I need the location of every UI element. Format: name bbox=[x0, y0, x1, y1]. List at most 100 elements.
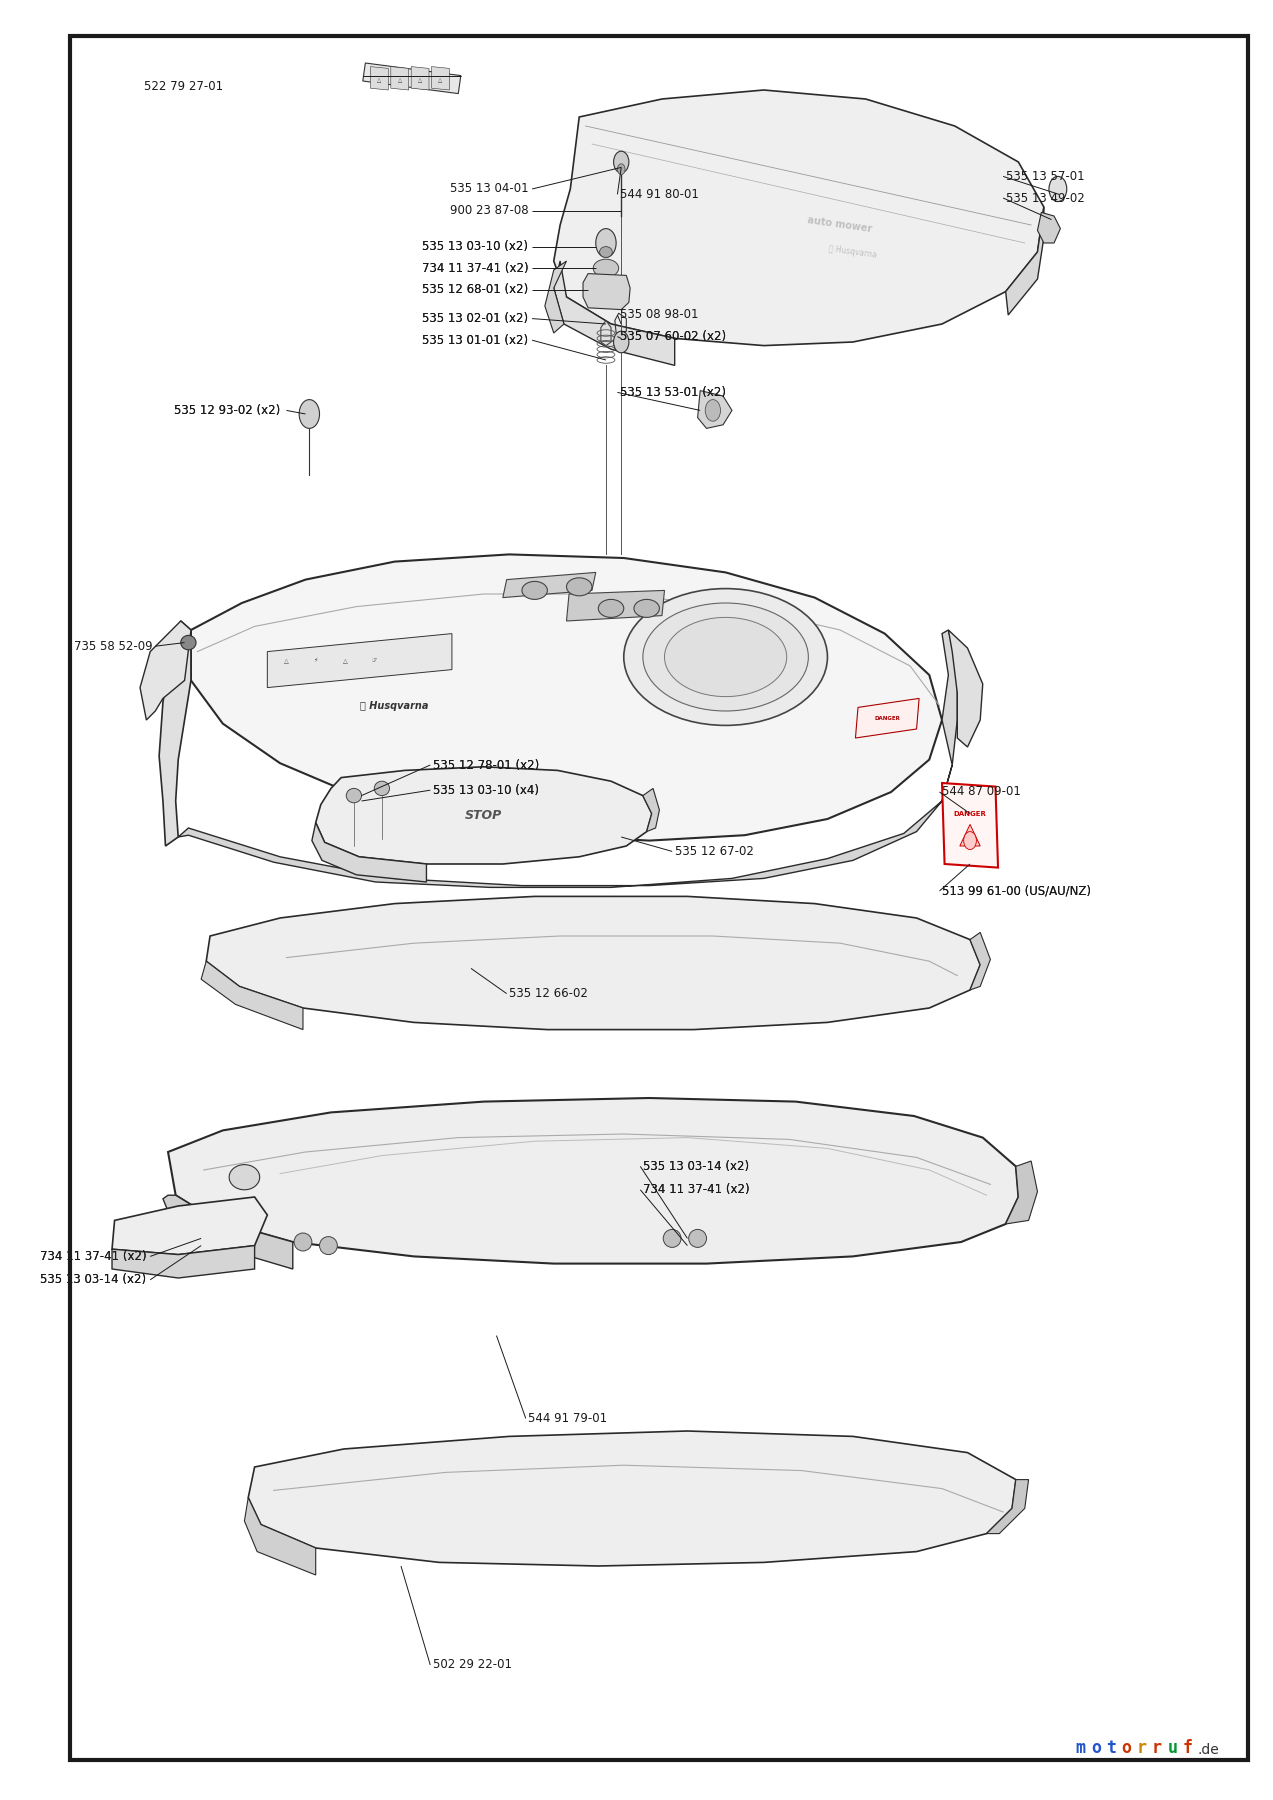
Text: 544 91 80-01: 544 91 80-01 bbox=[620, 187, 699, 202]
Text: 535 12 93-02 (x2): 535 12 93-02 (x2) bbox=[174, 403, 280, 418]
Text: ☞: ☞ bbox=[372, 659, 377, 662]
Text: 535 07 60-02 (x2): 535 07 60-02 (x2) bbox=[620, 329, 726, 344]
Polygon shape bbox=[206, 896, 980, 1030]
Polygon shape bbox=[942, 783, 998, 868]
Text: △: △ bbox=[418, 77, 423, 81]
Polygon shape bbox=[267, 634, 452, 688]
Text: 535 13 03-10 (x4): 535 13 03-10 (x4) bbox=[433, 783, 538, 797]
Ellipse shape bbox=[614, 151, 629, 173]
Text: 535 13 04-01: 535 13 04-01 bbox=[449, 182, 528, 196]
Ellipse shape bbox=[663, 1229, 681, 1247]
Polygon shape bbox=[432, 67, 449, 90]
Text: 535 13 03-10 (x2): 535 13 03-10 (x2) bbox=[423, 239, 528, 254]
Text: DANGER: DANGER bbox=[875, 716, 900, 720]
Text: 522 79 27-01: 522 79 27-01 bbox=[144, 79, 223, 94]
Text: 734 11 37-41 (x2): 734 11 37-41 (x2) bbox=[39, 1249, 146, 1264]
Polygon shape bbox=[159, 621, 191, 846]
Text: STOP: STOP bbox=[465, 808, 503, 823]
Text: △: △ bbox=[397, 77, 402, 81]
Text: 535 13 49-02: 535 13 49-02 bbox=[1006, 191, 1085, 205]
Polygon shape bbox=[987, 1480, 1029, 1534]
Polygon shape bbox=[942, 630, 957, 765]
Ellipse shape bbox=[522, 581, 547, 599]
Text: △: △ bbox=[438, 77, 443, 81]
Text: 535 13 53-01 (x2): 535 13 53-01 (x2) bbox=[620, 385, 726, 400]
Polygon shape bbox=[391, 67, 409, 90]
Text: 535 13 03-10 (x2): 535 13 03-10 (x2) bbox=[423, 239, 528, 254]
Text: 535 12 68-01 (x2): 535 12 68-01 (x2) bbox=[423, 283, 528, 297]
Text: 535 13 53-01 (x2): 535 13 53-01 (x2) bbox=[620, 385, 726, 400]
Polygon shape bbox=[248, 1431, 1016, 1566]
Ellipse shape bbox=[614, 331, 629, 353]
Text: 513 99 61-00 (US/AU/NZ): 513 99 61-00 (US/AU/NZ) bbox=[942, 884, 1091, 898]
Text: 535 08 98-01: 535 08 98-01 bbox=[620, 308, 699, 322]
Polygon shape bbox=[178, 765, 952, 887]
Polygon shape bbox=[363, 63, 461, 94]
Ellipse shape bbox=[181, 635, 196, 650]
Text: .de: .de bbox=[1198, 1742, 1220, 1757]
Polygon shape bbox=[112, 1246, 255, 1278]
Polygon shape bbox=[1006, 1161, 1037, 1224]
Ellipse shape bbox=[705, 400, 721, 421]
Text: 535 12 78-01 (x2): 535 12 78-01 (x2) bbox=[433, 758, 538, 772]
Text: 513 99 61-00 (US/AU/NZ): 513 99 61-00 (US/AU/NZ) bbox=[942, 884, 1091, 898]
Text: 502 29 22-01: 502 29 22-01 bbox=[433, 1658, 512, 1672]
Text: 544 87 09-01: 544 87 09-01 bbox=[942, 785, 1021, 799]
Ellipse shape bbox=[320, 1237, 337, 1255]
Text: 535 07 60-02 (x2): 535 07 60-02 (x2) bbox=[620, 329, 726, 344]
Ellipse shape bbox=[600, 247, 612, 257]
Text: t: t bbox=[1106, 1739, 1116, 1757]
Polygon shape bbox=[168, 1098, 1018, 1264]
Polygon shape bbox=[566, 590, 665, 621]
Text: 535 12 78-01 (x2): 535 12 78-01 (x2) bbox=[433, 758, 538, 772]
Text: f: f bbox=[1183, 1739, 1193, 1757]
Polygon shape bbox=[960, 824, 980, 846]
Ellipse shape bbox=[598, 599, 624, 617]
Polygon shape bbox=[643, 788, 659, 832]
Polygon shape bbox=[163, 1195, 293, 1269]
Text: 535 13 01-01 (x2): 535 13 01-01 (x2) bbox=[423, 333, 528, 347]
Ellipse shape bbox=[643, 603, 808, 711]
Polygon shape bbox=[411, 67, 429, 90]
Text: 535 12 67-02: 535 12 67-02 bbox=[675, 844, 754, 859]
Text: 900 23 87-08: 900 23 87-08 bbox=[449, 203, 528, 218]
Text: △: △ bbox=[342, 659, 348, 662]
Text: 535 12 68-01 (x2): 535 12 68-01 (x2) bbox=[423, 283, 528, 297]
Text: DANGER: DANGER bbox=[953, 810, 987, 817]
Ellipse shape bbox=[665, 617, 787, 697]
Ellipse shape bbox=[624, 589, 827, 725]
Polygon shape bbox=[140, 621, 191, 720]
Ellipse shape bbox=[346, 788, 362, 803]
Text: 544 91 79-01: 544 91 79-01 bbox=[528, 1411, 607, 1426]
Text: 734 11 37-41 (x2): 734 11 37-41 (x2) bbox=[39, 1249, 146, 1264]
Ellipse shape bbox=[596, 229, 616, 257]
Text: 535 12 93-02 (x2): 535 12 93-02 (x2) bbox=[174, 403, 280, 418]
Text: 734 11 37-41 (x2): 734 11 37-41 (x2) bbox=[643, 1183, 750, 1197]
Text: o: o bbox=[1122, 1739, 1132, 1757]
Polygon shape bbox=[503, 572, 596, 598]
Text: auto mower: auto mower bbox=[807, 216, 873, 234]
Text: r: r bbox=[1152, 1739, 1162, 1757]
Text: 535 13 03-14 (x2): 535 13 03-14 (x2) bbox=[643, 1159, 749, 1174]
Polygon shape bbox=[948, 630, 983, 747]
Text: 535 13 01-01 (x2): 535 13 01-01 (x2) bbox=[423, 333, 528, 347]
Ellipse shape bbox=[374, 781, 390, 796]
Polygon shape bbox=[970, 932, 990, 990]
Ellipse shape bbox=[1049, 176, 1067, 202]
Text: 734 11 37-41 (x2): 734 11 37-41 (x2) bbox=[643, 1183, 750, 1197]
Text: ⓗ Husqvarna: ⓗ Husqvarna bbox=[360, 700, 429, 711]
Polygon shape bbox=[244, 1498, 316, 1575]
Polygon shape bbox=[201, 961, 303, 1030]
Ellipse shape bbox=[566, 578, 592, 596]
Polygon shape bbox=[583, 274, 630, 310]
Polygon shape bbox=[545, 261, 566, 333]
Polygon shape bbox=[855, 698, 919, 738]
Ellipse shape bbox=[634, 599, 659, 617]
Polygon shape bbox=[112, 1197, 267, 1255]
Text: △: △ bbox=[377, 77, 382, 81]
Text: r: r bbox=[1137, 1739, 1147, 1757]
Polygon shape bbox=[316, 767, 652, 864]
Text: u: u bbox=[1167, 1739, 1178, 1757]
Text: 735 58 52-09: 735 58 52-09 bbox=[74, 639, 153, 653]
Polygon shape bbox=[1006, 207, 1044, 315]
